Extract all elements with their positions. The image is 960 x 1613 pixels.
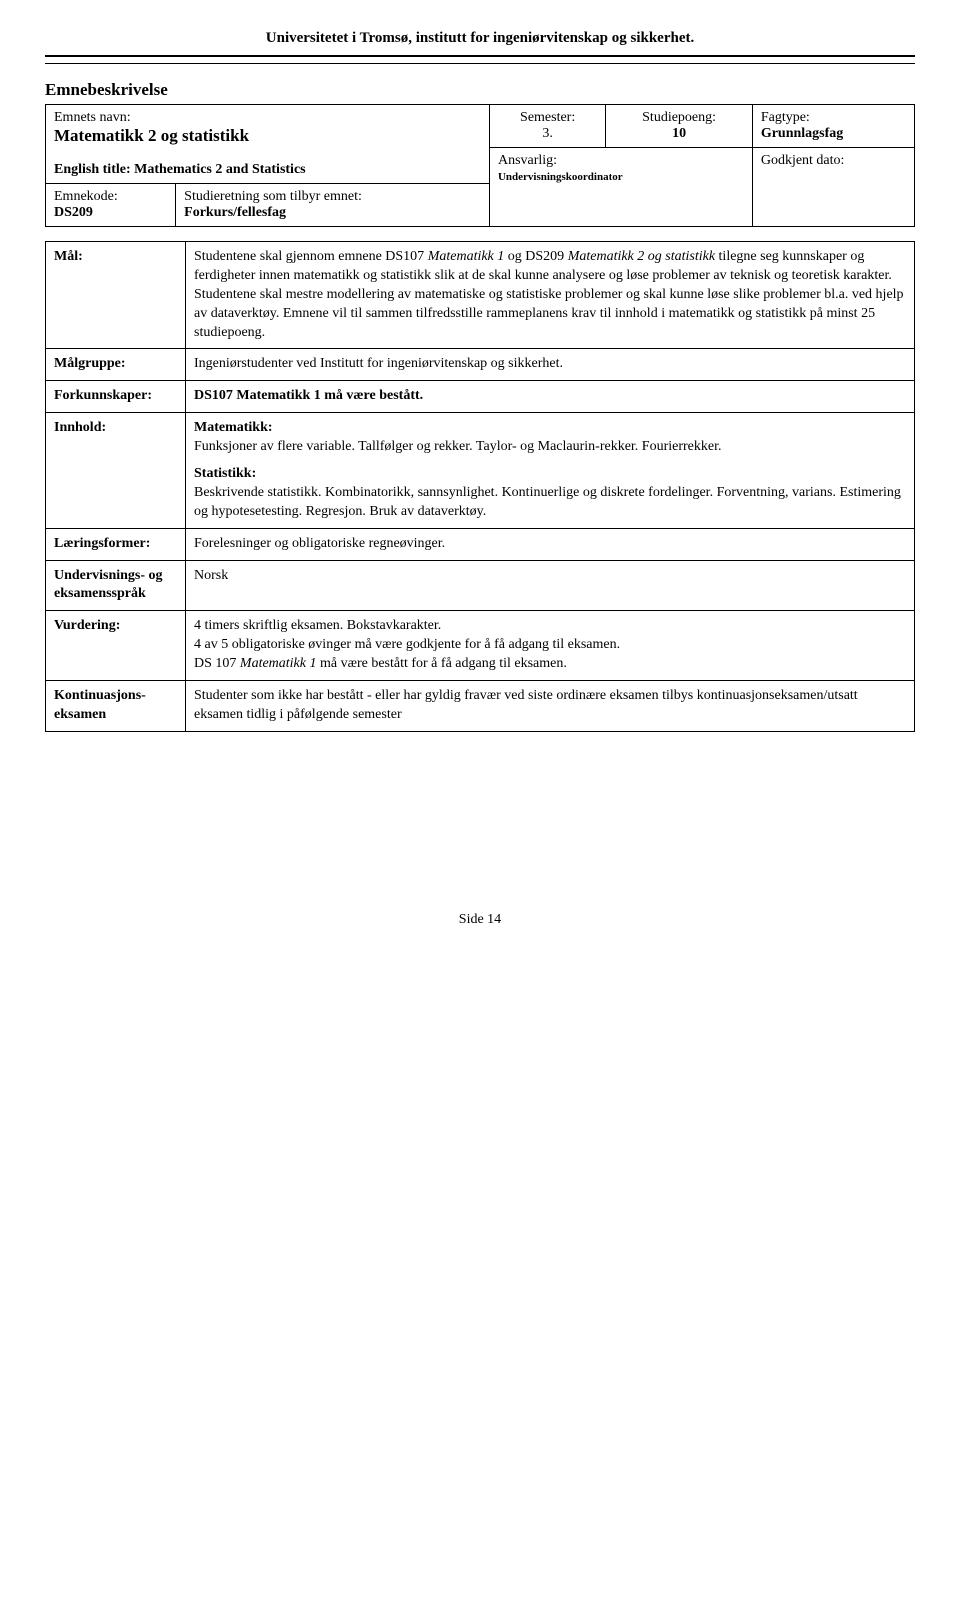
table-row: Læringsformer: Forelesninger og obligato…: [46, 528, 915, 560]
english-label: English title:: [54, 162, 131, 177]
page-footer: Side 14: [45, 912, 915, 928]
row-label-innhold: Innhold:: [46, 413, 186, 528]
row-label-maalgruppe: Målgruppe:: [46, 349, 186, 381]
table-row: Forkunnskaper: DS107 Matematikk 1 må vær…: [46, 381, 915, 413]
cell-course-name: Emnets navn: Matematikk 2 og statistikk …: [46, 105, 490, 184]
row-content-kont: Studenter som ikke har bestått - eller h…: [186, 681, 915, 732]
table-row: Undervisnings- og eksamensspråk Norsk: [46, 560, 915, 611]
section-title: Emnebeskrivelse: [45, 80, 915, 100]
maal-t1: Studentene skal gjennom emnene DS107: [194, 249, 428, 264]
row-content-laering: Forelesninger og obligatoriske regneøvin…: [186, 528, 915, 560]
row-label-maal: Mål:: [46, 242, 186, 349]
cell-responsible: Ansvarlig: Undervisningskoordinator: [489, 148, 752, 227]
semester-value: 3.: [542, 126, 553, 141]
row-label-forkunn: Forkunnskaper:: [46, 381, 186, 413]
code-value: DS209: [54, 205, 93, 220]
innhold-h2: Statistikk:: [194, 465, 906, 484]
innhold-h1: Matematikk:: [194, 419, 906, 438]
maal-t2: og DS209: [504, 249, 567, 264]
row-content-innhold: Matematikk: Funksjoner av flere variable…: [186, 413, 915, 528]
points-value: 10: [672, 126, 686, 141]
direction-label: Studieretning som tilbyr emnet:: [184, 189, 362, 204]
page-header-title: Universitetet i Tromsø, institutt for in…: [45, 30, 915, 47]
responsible-label: Ansvarlig:: [498, 153, 557, 168]
cell-code: Emnekode: DS209: [46, 184, 176, 227]
innhold-p1: Funksjoner av flere variable. Tallfølger…: [194, 438, 906, 457]
cell-approved: Godkjent dato:: [752, 148, 914, 227]
course-summary-table: Emnets navn: Matematikk 2 og statistikk …: [45, 104, 915, 227]
fagtype-label: Fagtype:: [761, 110, 810, 125]
row-label-laering: Læringsformer:: [46, 528, 186, 560]
approved-label: Godkjent dato:: [761, 153, 845, 168]
table-row: Vurdering: 4 timers skriftlig eksamen. B…: [46, 611, 915, 681]
table-row: Emnets navn: Matematikk 2 og statistikk …: [46, 105, 915, 148]
name-label: Emnets navn:: [54, 110, 131, 125]
code-label: Emnekode:: [54, 189, 118, 204]
vurdering-l3b: må være bestått for å få adgang til eksa…: [317, 656, 567, 671]
table-row: Kontinuasjons-eksamen Studenter som ikke…: [46, 681, 915, 732]
english-value: Mathematics 2 and Statistics: [134, 162, 306, 177]
table-row: Innhold: Matematikk: Funksjoner av flere…: [46, 413, 915, 528]
semester-label: Semester:: [520, 110, 575, 125]
vurdering-l1: 4 timers skriftlig eksamen. Bokstavkarak…: [194, 617, 906, 636]
fagtype-value: Grunnlagsfag: [761, 126, 843, 141]
row-content-maalgruppe: Ingeniørstudenter ved Institutt for inge…: [186, 349, 915, 381]
header-rule-thick: [45, 55, 915, 57]
cell-points: Studiepoeng: 10: [606, 105, 752, 148]
maal-i1: Matematikk 1: [428, 249, 505, 264]
points-label: Studiepoeng:: [642, 110, 716, 125]
row-label-kont: Kontinuasjons-eksamen: [46, 681, 186, 732]
vurdering-l3a: DS 107: [194, 656, 240, 671]
header-rule-thin: [45, 63, 915, 64]
maal-i2: Matematikk 2 og statistikk: [568, 249, 715, 264]
row-content-forkunn: DS107 Matematikk 1 må være bestått.: [186, 381, 915, 413]
vurdering-l3i: Matematikk 1: [240, 656, 317, 671]
table-row: Mål: Studentene skal gjennom emnene DS10…: [46, 242, 915, 349]
cell-fagtype: Fagtype: Grunnlagsfag: [752, 105, 914, 148]
name-value: Matematikk 2 og statistikk: [54, 126, 249, 145]
direction-value: Forkurs/fellesfag: [184, 205, 286, 220]
row-content-maal: Studentene skal gjennom emnene DS107 Mat…: [186, 242, 915, 349]
course-detail-table: Mål: Studentene skal gjennom emnene DS10…: [45, 241, 915, 732]
table-row: Målgruppe: Ingeniørstudenter ved Institu…: [46, 349, 915, 381]
responsible-value: Undervisningskoordinator: [498, 171, 623, 183]
vurdering-l3: DS 107 Matematikk 1 må være bestått for …: [194, 655, 906, 674]
row-content-vurdering: 4 timers skriftlig eksamen. Bokstavkarak…: [186, 611, 915, 681]
row-label-sprak: Undervisnings- og eksamensspråk: [46, 560, 186, 611]
row-content-sprak: Norsk: [186, 560, 915, 611]
cell-direction: Studieretning som tilbyr emnet: Forkurs/…: [176, 184, 490, 227]
cell-semester: Semester: 3.: [489, 105, 605, 148]
vurdering-l2: 4 av 5 obligatoriske øvinger må være god…: [194, 636, 906, 655]
innhold-p2: Beskrivende statistikk. Kombinatorikk, s…: [194, 484, 906, 522]
row-label-vurdering: Vurdering:: [46, 611, 186, 681]
